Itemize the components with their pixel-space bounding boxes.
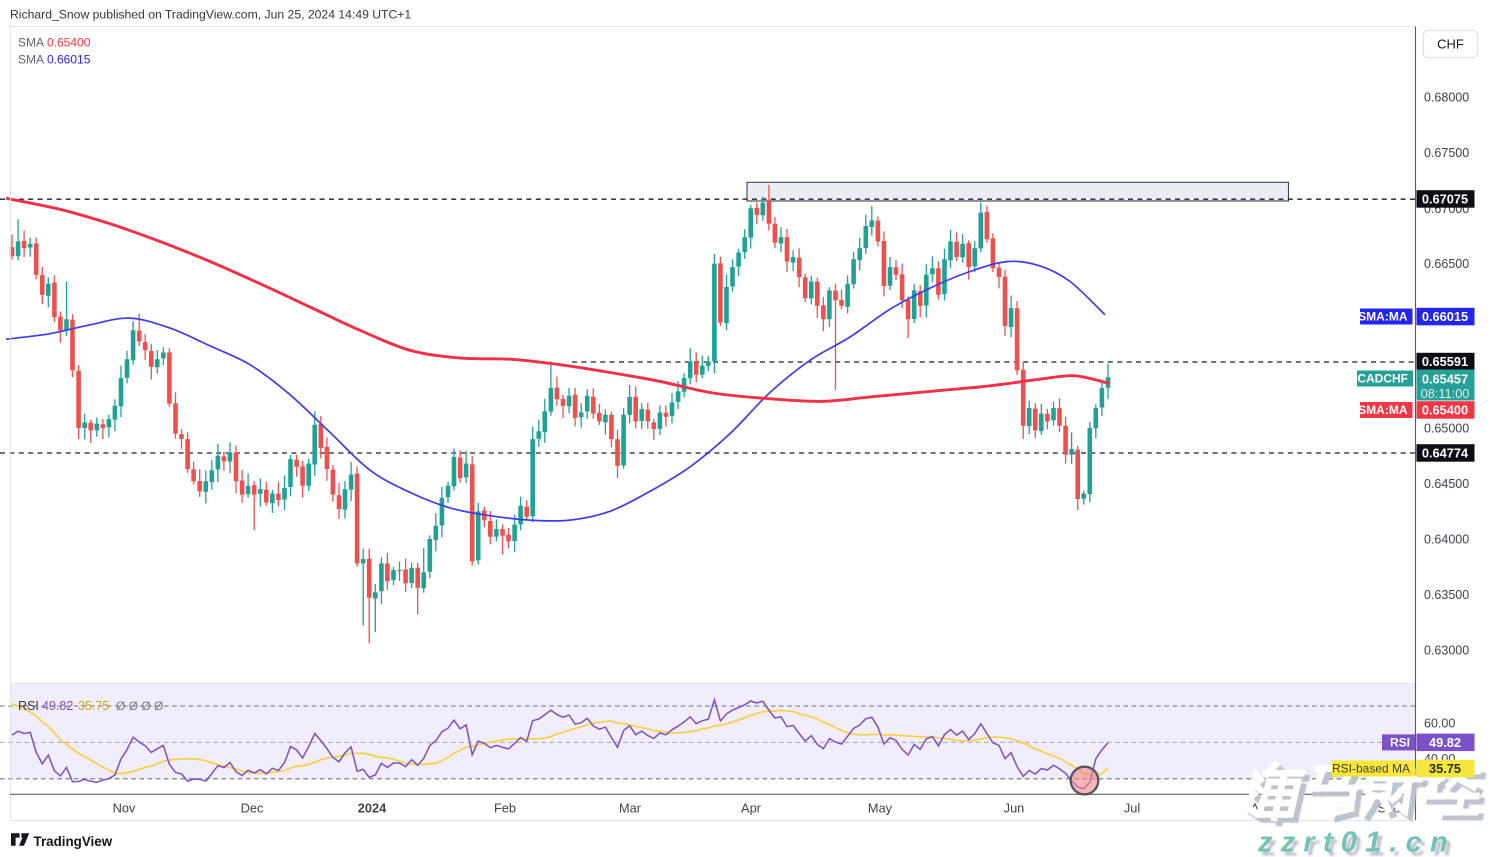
- svg-text:Nov: Nov: [113, 801, 136, 816]
- svg-text:0.65400: 0.65400: [47, 36, 91, 50]
- svg-text:CHF: CHF: [1437, 37, 1464, 52]
- svg-text:RSI: RSI: [1390, 736, 1410, 750]
- svg-text:0.64774: 0.64774: [1422, 446, 1469, 461]
- svg-text:Feb: Feb: [494, 801, 516, 816]
- svg-text:zzrt01.cn: zzrt01.cn: [1261, 831, 1460, 857]
- svg-text:0.65457: 0.65457: [1422, 371, 1468, 386]
- svg-text:49.82: 49.82: [1429, 735, 1461, 750]
- svg-text:Richard_Snow published on Trad: Richard_Snow published on TradingView.co…: [10, 8, 411, 22]
- svg-text:0.67500: 0.67500: [1424, 146, 1469, 160]
- svg-text:0.65400: 0.65400: [1422, 403, 1468, 418]
- svg-text:SMA: SMA: [18, 36, 44, 50]
- svg-text:RSI: RSI: [18, 699, 39, 713]
- svg-text:Jun: Jun: [1004, 801, 1025, 816]
- svg-text:RSI-based MA: RSI-based MA: [1332, 762, 1410, 776]
- svg-text:0.66500: 0.66500: [1424, 257, 1469, 271]
- svg-text:SMA:MA: SMA:MA: [1358, 310, 1408, 324]
- svg-text:0.65000: 0.65000: [1424, 422, 1469, 436]
- svg-text:Jul: Jul: [1124, 801, 1140, 816]
- svg-text:2024: 2024: [358, 801, 387, 816]
- svg-text:0.67075: 0.67075: [1422, 192, 1468, 207]
- svg-text:Ø Ø Ø Ø: Ø Ø Ø Ø: [116, 699, 163, 713]
- svg-text:0.63000: 0.63000: [1424, 644, 1469, 658]
- svg-text:08:11:00: 08:11:00: [1421, 386, 1470, 401]
- svg-text:35.75: 35.75: [1429, 761, 1461, 776]
- svg-text:0.66015: 0.66015: [47, 53, 91, 67]
- svg-text:35.75: 35.75: [78, 699, 109, 713]
- svg-text:0.66015: 0.66015: [1422, 309, 1468, 324]
- svg-text:0.63500: 0.63500: [1424, 588, 1469, 602]
- svg-text:SMA: SMA: [18, 53, 44, 67]
- svg-text:SMA:MA: SMA:MA: [1358, 403, 1408, 417]
- svg-text:zzrt01.cn: zzrt01.cn: [1257, 827, 1456, 857]
- svg-text:0.68000: 0.68000: [1424, 91, 1469, 105]
- svg-text:Dec: Dec: [241, 801, 264, 816]
- svg-text:May: May: [868, 801, 893, 816]
- svg-text:49.82: 49.82: [42, 699, 73, 713]
- svg-text:0.65591: 0.65591: [1422, 354, 1468, 369]
- svg-text:60.00: 60.00: [1424, 717, 1455, 731]
- svg-text:0.64000: 0.64000: [1424, 533, 1469, 547]
- svg-text:CADCHF: CADCHF: [1357, 372, 1408, 386]
- svg-text:Mar: Mar: [619, 801, 642, 816]
- svg-text:0.64500: 0.64500: [1424, 477, 1469, 491]
- svg-text:TradingView: TradingView: [34, 834, 113, 849]
- svg-text:Apr: Apr: [741, 801, 762, 816]
